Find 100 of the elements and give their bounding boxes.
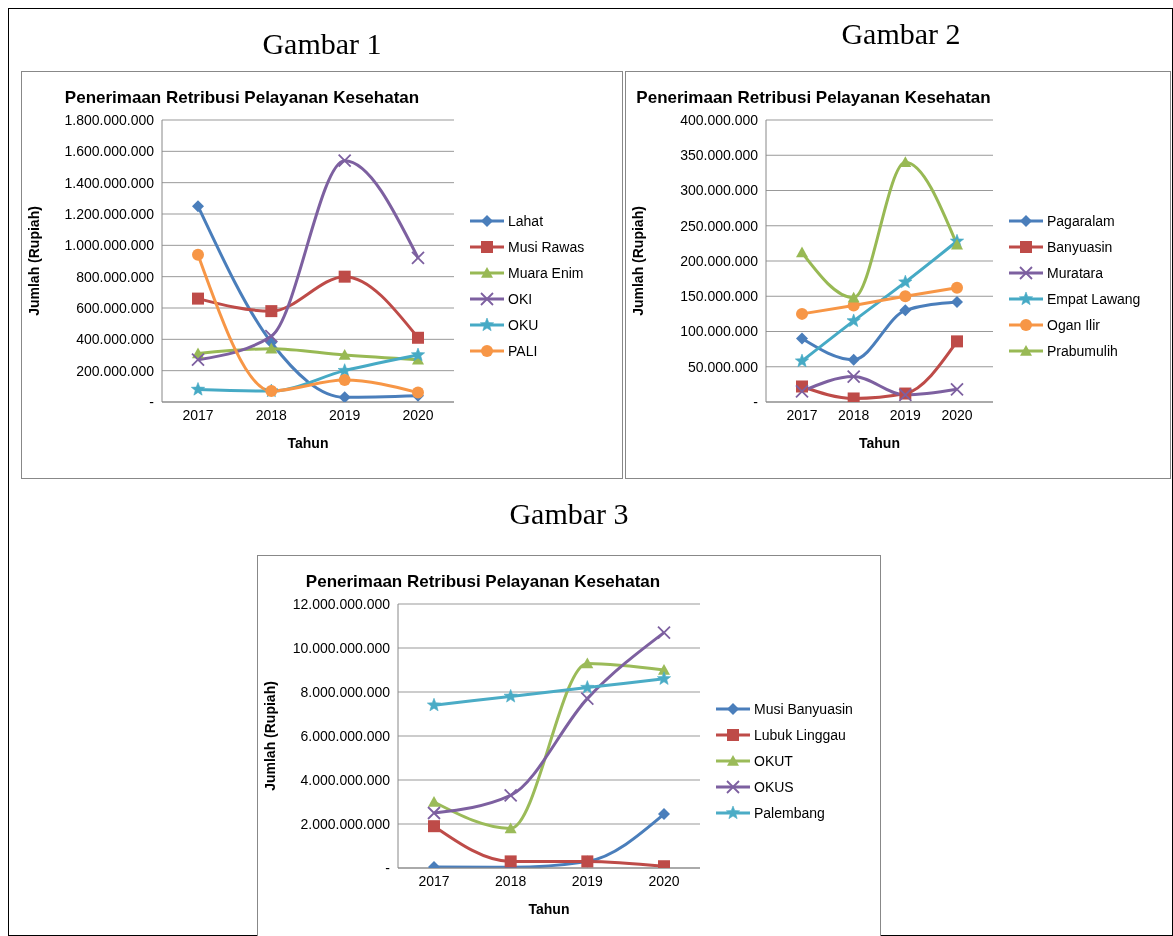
y-tick-label: 2.000.000.000 bbox=[300, 815, 391, 832]
x-tick-label: 2017 bbox=[418, 872, 450, 889]
point bbox=[796, 307, 808, 320]
point bbox=[337, 363, 352, 377]
legend-label: OKUT bbox=[754, 753, 793, 769]
legend-label: OKU bbox=[508, 317, 539, 333]
y-tick-label: - bbox=[149, 393, 155, 410]
point bbox=[427, 806, 441, 820]
point bbox=[265, 342, 278, 354]
point bbox=[796, 332, 808, 345]
y-tick-label: 250.000.000 bbox=[680, 217, 759, 234]
point bbox=[951, 238, 963, 250]
chart-title: Penerimaan Retribusi Pelayanan Kesehatan bbox=[635, 87, 992, 108]
point bbox=[657, 671, 671, 685]
point bbox=[428, 820, 440, 833]
x-tick-label: 2017 bbox=[786, 406, 818, 423]
point bbox=[411, 250, 425, 265]
x-tick-label: 2020 bbox=[941, 406, 973, 423]
point bbox=[191, 382, 205, 396]
y-tick-label: 200.000.000 bbox=[680, 252, 759, 269]
text: Gambar 3 bbox=[508, 497, 630, 531]
chart-title: Penerimaan Retribusi Pelayanan Kesehatan bbox=[63, 87, 421, 108]
y-tick-label: 100.000.000 bbox=[680, 323, 759, 340]
y-tick-label: 600.000.000 bbox=[76, 299, 155, 316]
y-tick-label: 1.400.000.000 bbox=[64, 174, 155, 191]
text: Gambar 1 bbox=[261, 27, 383, 61]
x-axis-title: Tahun bbox=[528, 901, 570, 917]
y-tick-label: 300.000.000 bbox=[680, 182, 759, 199]
y-tick-label: 10.000.000.000 bbox=[292, 639, 391, 656]
point bbox=[427, 697, 441, 712]
point bbox=[503, 689, 518, 703]
x-axis-title: Tahun bbox=[859, 435, 900, 451]
legend-label: OKI bbox=[508, 291, 533, 307]
point bbox=[503, 788, 518, 803]
point bbox=[795, 353, 809, 368]
legend-label: Musi Banyuasin bbox=[754, 701, 853, 717]
x-tick-label: 2020 bbox=[402, 406, 434, 423]
point bbox=[411, 347, 425, 361]
y-axis-title: Jumlah (Rupiah) bbox=[25, 206, 42, 316]
point bbox=[338, 391, 351, 402]
point bbox=[412, 331, 424, 344]
point bbox=[899, 304, 912, 317]
y-tick-label: 800.000.000 bbox=[76, 268, 155, 285]
point bbox=[795, 384, 809, 399]
x-tick-label: 2019 bbox=[889, 406, 922, 423]
x-tick-label: 2018 bbox=[495, 872, 527, 889]
y-tick-label: 1.000.000.000 bbox=[64, 237, 155, 254]
point bbox=[504, 855, 517, 868]
y-tick-label: 50.000.000 bbox=[687, 358, 759, 375]
x-tick-label: 2019 bbox=[571, 872, 604, 889]
point bbox=[581, 657, 594, 669]
point bbox=[950, 382, 964, 397]
point bbox=[265, 305, 278, 318]
legend-label: Prabumulih bbox=[1047, 343, 1118, 359]
point bbox=[951, 335, 963, 348]
x-tick-label: 2018 bbox=[838, 406, 870, 423]
y-axis-title: Jumlah (Rupiah) bbox=[261, 681, 278, 791]
y-tick-label: 1.200.000.000 bbox=[64, 205, 155, 222]
point bbox=[657, 625, 671, 640]
x-axis-title: Tahun bbox=[287, 435, 329, 451]
y-tick-label: 1.600.000.000 bbox=[64, 143, 155, 160]
point bbox=[898, 274, 913, 289]
point bbox=[338, 270, 351, 283]
point bbox=[337, 153, 352, 168]
point bbox=[951, 281, 963, 294]
point bbox=[192, 248, 204, 261]
legend-label: Musi Rawas bbox=[508, 239, 585, 255]
point bbox=[658, 808, 670, 821]
point bbox=[504, 822, 517, 834]
y-tick-label: 12.000.000.000 bbox=[292, 595, 391, 612]
point bbox=[847, 291, 860, 303]
y-tick-label: 400.000.000 bbox=[76, 331, 155, 348]
legend-label: OKUS bbox=[754, 779, 794, 795]
legend-label: Muratara bbox=[1047, 265, 1104, 281]
y-tick-label: 350.000.000 bbox=[680, 147, 759, 164]
chart-title: Penerimaan Retribusi Pelayanan Kesehatan bbox=[304, 571, 662, 592]
point bbox=[951, 295, 963, 308]
point bbox=[796, 246, 808, 258]
point bbox=[338, 349, 351, 360]
legend-label: PALI bbox=[508, 343, 538, 359]
y-tick-label: - bbox=[753, 393, 759, 410]
point bbox=[899, 290, 912, 303]
legend-label: Banyuasin bbox=[1047, 239, 1113, 255]
point bbox=[847, 353, 860, 366]
y-tick-label: 400.000.000 bbox=[680, 111, 759, 128]
point bbox=[264, 329, 279, 344]
x-tick-label: 2020 bbox=[648, 872, 680, 889]
legend-label: Empat Lawang bbox=[1047, 291, 1141, 307]
y-tick-label: - bbox=[385, 859, 391, 876]
point bbox=[847, 392, 860, 402]
y-axis-title: Jumlah (Rupiah) bbox=[629, 206, 646, 316]
legend-label: Muara Enim bbox=[508, 265, 584, 281]
point bbox=[846, 313, 861, 327]
y-tick-label: 4.000.000.000 bbox=[300, 771, 391, 788]
point bbox=[338, 374, 351, 387]
y-tick-label: 200.000.000 bbox=[76, 362, 155, 379]
point bbox=[428, 796, 440, 807]
legend-label: Lahat bbox=[508, 213, 544, 229]
y-tick-label: 8.000.000.000 bbox=[300, 683, 391, 700]
legend-label: Palembang bbox=[754, 805, 825, 821]
